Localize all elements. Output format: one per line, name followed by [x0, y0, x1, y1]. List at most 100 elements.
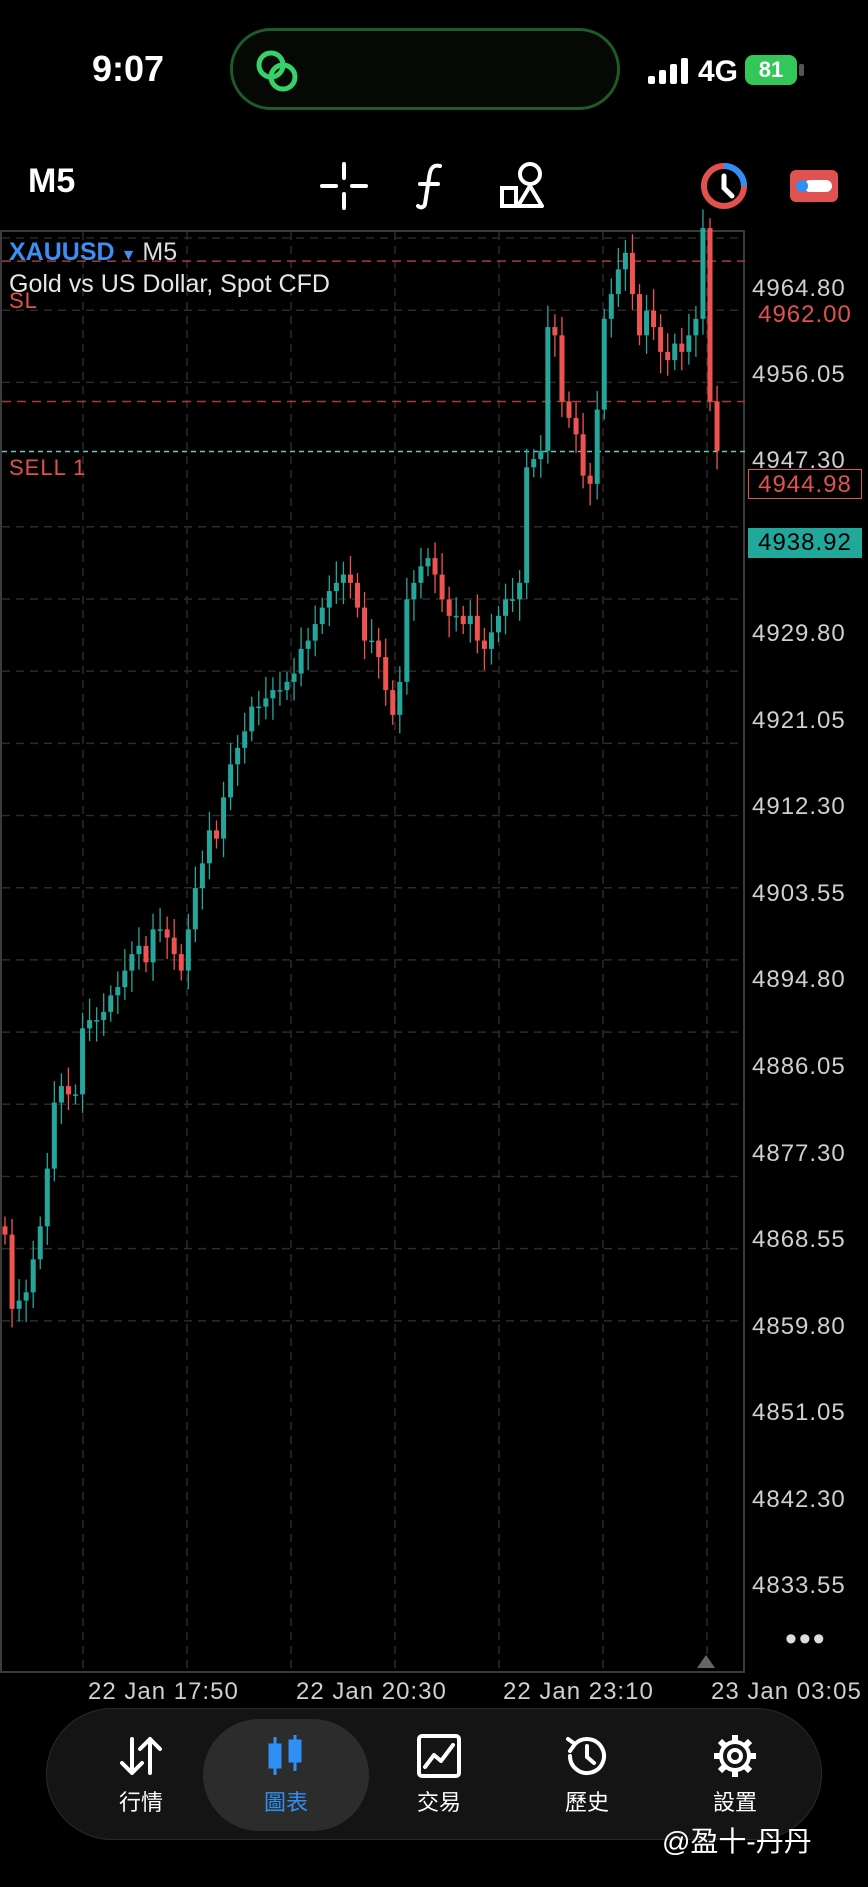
candle-body	[608, 294, 614, 319]
tab-settings[interactable]: 設置	[661, 1719, 809, 1831]
y-tick-label: 4851.05	[752, 1399, 846, 1426]
y-tick-label: 4947.30	[752, 447, 846, 474]
candle-body	[171, 937, 177, 955]
candle-body	[291, 673, 297, 682]
tab-chart[interactable]: 圖表	[203, 1719, 369, 1831]
candle-body	[129, 954, 135, 971]
candle-body	[73, 1094, 78, 1096]
candle-body	[277, 690, 283, 692]
candle-body	[326, 591, 332, 608]
candle-body	[559, 335, 565, 402]
candle-body	[658, 327, 664, 352]
candle-body	[185, 929, 191, 971]
tab-history[interactable]: 歷史	[513, 1719, 661, 1831]
candle-body	[488, 632, 494, 649]
candle-body	[538, 450, 544, 460]
y-tick-label: 4964.80	[752, 275, 846, 302]
scroll-end-marker	[697, 1655, 715, 1668]
candle-body	[312, 624, 318, 641]
symbol-name[interactable]: XAUUSD	[9, 238, 115, 266]
settings-icon	[714, 1735, 756, 1777]
signal-icon	[648, 58, 688, 84]
candle-body	[524, 467, 530, 583]
candle-body	[94, 1020, 100, 1022]
candle-body	[347, 574, 353, 583]
candle-body	[249, 706, 255, 732]
candle-body	[30, 1259, 36, 1293]
bottom-tab-bar: 行情 圖表 交易 歷史	[46, 1708, 822, 1840]
current-price-label: 4938.92	[748, 528, 862, 558]
candle-body	[340, 574, 346, 583]
candle-body	[23, 1292, 29, 1301]
candle-body	[601, 318, 607, 410]
history-icon	[566, 1737, 606, 1776]
candle-body	[150, 929, 156, 963]
candle-body	[629, 252, 635, 295]
function-icon[interactable]	[404, 158, 460, 214]
candle-body	[651, 310, 657, 328]
account-icon[interactable]	[696, 158, 752, 214]
x-tick-label: 22 Jan 20:30	[296, 1678, 447, 1705]
y-tick-label: 4842.30	[752, 1486, 846, 1513]
timeframe-button[interactable]: M5	[28, 162, 76, 200]
y-tick-label: 4886.05	[752, 1053, 846, 1080]
candle-body	[383, 657, 389, 691]
sell-order-label[interactable]: SELL 1	[9, 455, 87, 480]
candle-body	[108, 995, 114, 1012]
candle-body	[397, 681, 403, 715]
chart-toolbar: M5	[0, 140, 868, 232]
candle-body	[622, 252, 628, 270]
candle-body	[87, 1020, 93, 1029]
y-tick-label: 4903.55	[752, 880, 846, 907]
more-options-button[interactable]: •••	[785, 1620, 827, 1658]
candle-body	[460, 615, 466, 625]
sl-price-label: 4962.00	[758, 301, 852, 328]
candle-body	[453, 615, 459, 618]
candle-body	[637, 294, 642, 336]
switch-icon[interactable]	[786, 158, 842, 214]
candle-body	[9, 1234, 15, 1309]
trade-icon	[417, 1734, 461, 1778]
dynamic-island[interactable]	[230, 28, 620, 110]
candle-body	[228, 764, 234, 798]
candle-body	[16, 1300, 22, 1309]
candle-body	[700, 228, 706, 319]
candle-body	[178, 954, 184, 971]
symbol-header[interactable]: XAUUSD ▼ M5	[9, 238, 177, 267]
candle-body	[439, 574, 445, 600]
candle-body	[446, 599, 452, 616]
candle-body	[263, 698, 269, 707]
candle-body	[136, 945, 142, 955]
x-tick-label: 22 Jan 17:50	[88, 1678, 239, 1705]
tab-label: 圖表	[263, 1790, 308, 1815]
candle-body	[566, 401, 572, 418]
symbol-timeframe: M5	[142, 238, 178, 266]
candle-body	[298, 648, 304, 674]
y-tick-label: 4859.80	[752, 1313, 846, 1340]
candle-body	[404, 599, 410, 682]
sl-label[interactable]: SL	[9, 288, 38, 313]
candle-body	[143, 945, 149, 963]
candle-body	[157, 929, 163, 931]
status-bar: 9:07 4G 81	[0, 0, 868, 140]
candle-body	[80, 1028, 86, 1095]
tab-trade[interactable]: 交易	[365, 1719, 513, 1831]
candle-body	[686, 335, 692, 352]
objects-icon[interactable]	[496, 158, 552, 214]
tab-quotes[interactable]: 行情	[67, 1719, 215, 1831]
candle-body	[242, 731, 248, 748]
watermark: @盈十-丹丹	[662, 1826, 812, 1857]
chevron-down-icon[interactable]: ▼	[120, 247, 137, 264]
chart-area[interactable]	[0, 230, 745, 1673]
candle-body	[122, 970, 128, 988]
candle-body	[115, 987, 121, 996]
tab-label: 交易	[416, 1790, 461, 1815]
candle-body	[672, 343, 678, 361]
candle-body	[411, 582, 417, 600]
network-type: 4G	[698, 55, 739, 88]
candle-body	[714, 401, 720, 451]
crosshair-icon[interactable]	[316, 158, 372, 214]
candle-body	[51, 1102, 57, 1169]
candle-body	[467, 615, 473, 625]
